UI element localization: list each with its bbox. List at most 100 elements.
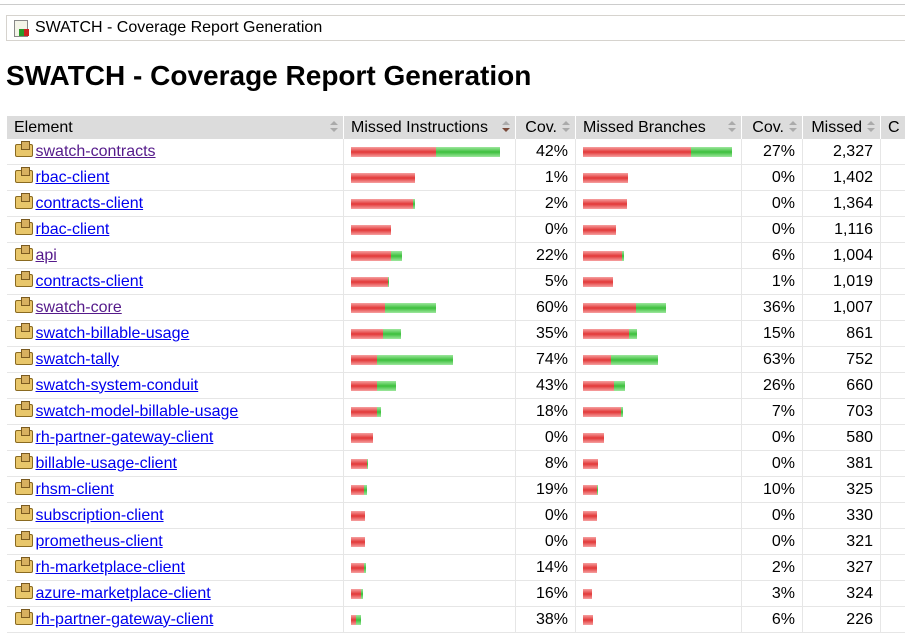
element-link[interactable]: azure-marketplace-client (36, 585, 211, 602)
coverage-bar (583, 329, 734, 339)
coverage-bar (583, 173, 734, 183)
coverage-bar (351, 173, 508, 183)
branches-bar-cell (576, 269, 742, 295)
element-link[interactable]: contracts-client (36, 273, 144, 290)
branches-bar-cell (576, 451, 742, 477)
coverage-bar (351, 355, 508, 365)
element-link[interactable]: swatch-billable-usage (36, 325, 190, 342)
element-link[interactable]: rh-partner-gateway-client (36, 611, 214, 628)
coverage-bar (583, 433, 734, 443)
missed-segment (351, 485, 364, 495)
instruction-coverage: 19% (516, 477, 576, 503)
branch-coverage: 10% (742, 477, 803, 503)
covered-segment (383, 329, 401, 339)
column-header[interactable]: Element (7, 116, 344, 139)
missed-segment (583, 563, 597, 573)
element-link[interactable]: rbac-client (36, 169, 110, 186)
element-link[interactable]: swatch-tally (36, 351, 120, 368)
element-link[interactable]: rbac-client (36, 221, 110, 238)
column-header[interactable]: Cov. (516, 116, 576, 139)
covered-segment (611, 355, 658, 365)
element-link[interactable]: subscription-client (36, 507, 164, 524)
coverage-bar (583, 355, 734, 365)
covered-segment (622, 251, 624, 261)
branches-bar-cell (576, 191, 742, 217)
column-header[interactable]: Missed Branches (576, 116, 742, 139)
missed-segment (351, 277, 388, 287)
element-link[interactable]: billable-usage-client (36, 455, 177, 472)
missed-count: 381 (803, 451, 881, 477)
instructions-bar-cell (344, 243, 516, 269)
element-cell: swatch-model-billable-usage (7, 399, 344, 425)
branches-bar-cell (576, 165, 742, 191)
element-cell: swatch-tally (7, 347, 344, 373)
column-header[interactable]: C (881, 116, 905, 139)
covered-segment (621, 407, 623, 417)
element-link[interactable]: rhsm-client (36, 481, 114, 498)
missed-count: 324 (803, 581, 881, 607)
coverage-bar (351, 277, 508, 287)
element-link[interactable]: swatch-system-conduit (36, 377, 199, 394)
missed-segment (583, 173, 628, 183)
branch-coverage: 26% (742, 373, 803, 399)
element-link[interactable]: contracts-client (36, 195, 144, 212)
package-icon (15, 352, 33, 365)
element-link[interactable]: rh-marketplace-client (36, 559, 185, 576)
instruction-coverage: 74% (516, 347, 576, 373)
coverage-bar (583, 485, 734, 495)
element-link[interactable]: swatch-model-billable-usage (36, 403, 239, 420)
missed-segment (583, 381, 614, 391)
coverage-bar (583, 251, 734, 261)
element-link[interactable]: rh-partner-gateway-client (36, 429, 214, 446)
missed-count: 2,327 (803, 139, 881, 165)
missed-segment (351, 173, 415, 183)
instructions-bar-cell (344, 425, 516, 451)
missed-count: 1,116 (803, 217, 881, 243)
element-link[interactable]: swatch-contracts (36, 143, 156, 160)
coverage-bar (351, 615, 508, 625)
package-icon (15, 482, 33, 495)
instructions-bar-cell (344, 451, 516, 477)
package-icon (15, 508, 33, 521)
instruction-coverage: 14% (516, 555, 576, 581)
instructions-bar-cell (344, 607, 516, 633)
column-header[interactable]: Cov. (742, 116, 803, 139)
covered-segment (367, 459, 368, 469)
coverage-bar (351, 459, 508, 469)
column-header[interactable]: Missed Instructions (344, 116, 516, 139)
column-header[interactable]: Missed (803, 116, 881, 139)
next-column: 1, (881, 347, 905, 373)
instructions-bar-cell (344, 581, 516, 607)
coverage-bar (351, 147, 508, 157)
coverage-bar (351, 381, 508, 391)
instructions-bar-cell (344, 191, 516, 217)
package-icon (15, 300, 33, 313)
instruction-coverage: 0% (516, 529, 576, 555)
branch-coverage: 36% (742, 295, 803, 321)
element-link[interactable]: swatch-core (36, 299, 122, 316)
instruction-coverage: 60% (516, 295, 576, 321)
element-link[interactable]: api (36, 247, 57, 264)
coverage-bar (351, 199, 508, 209)
instructions-bar-cell (344, 165, 516, 191)
page-title: SWATCH - Coverage Report Generation (6, 60, 531, 92)
element-link[interactable]: prometheus-client (36, 533, 163, 550)
package-icon (15, 586, 33, 599)
next-column: 1, (881, 373, 905, 399)
next-column: 1, (881, 165, 905, 191)
instruction-coverage: 16% (516, 581, 576, 607)
instructions-bar-cell (344, 347, 516, 373)
branch-coverage: 0% (742, 191, 803, 217)
next-column (881, 555, 905, 581)
package-icon (15, 170, 33, 183)
coverage-bar (351, 537, 508, 547)
branches-bar-cell (576, 139, 742, 165)
next-column: 2, (881, 295, 905, 321)
coverage-bar (583, 511, 734, 521)
branch-coverage: 27% (742, 139, 803, 165)
